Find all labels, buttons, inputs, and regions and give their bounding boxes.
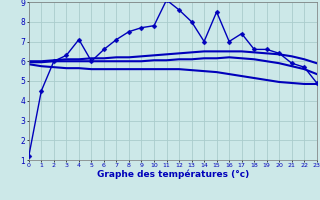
X-axis label: Graphe des températures (°c): Graphe des températures (°c) (97, 170, 249, 179)
